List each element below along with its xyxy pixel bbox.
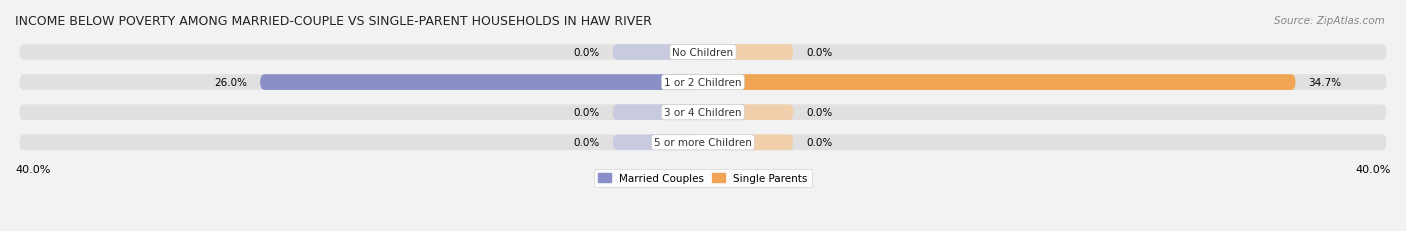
FancyBboxPatch shape <box>260 75 703 91</box>
FancyBboxPatch shape <box>260 75 703 91</box>
FancyBboxPatch shape <box>613 105 703 121</box>
Text: 34.7%: 34.7% <box>1309 78 1341 88</box>
Text: No Children: No Children <box>672 48 734 58</box>
FancyBboxPatch shape <box>703 135 793 150</box>
Text: 0.0%: 0.0% <box>806 48 832 58</box>
FancyBboxPatch shape <box>703 75 1295 91</box>
Text: 0.0%: 0.0% <box>574 138 600 148</box>
Text: 5 or more Children: 5 or more Children <box>654 138 752 148</box>
Legend: Married Couples, Single Parents: Married Couples, Single Parents <box>595 169 811 187</box>
Text: 3 or 4 Children: 3 or 4 Children <box>664 108 742 118</box>
Text: 40.0%: 40.0% <box>1355 164 1391 174</box>
FancyBboxPatch shape <box>703 105 793 121</box>
FancyBboxPatch shape <box>703 75 1295 91</box>
Text: 0.0%: 0.0% <box>574 108 600 118</box>
FancyBboxPatch shape <box>703 45 793 61</box>
FancyBboxPatch shape <box>613 135 703 150</box>
FancyBboxPatch shape <box>613 45 703 61</box>
FancyBboxPatch shape <box>20 135 1386 150</box>
FancyBboxPatch shape <box>20 75 1386 91</box>
FancyBboxPatch shape <box>20 45 1386 61</box>
Text: 26.0%: 26.0% <box>214 78 247 88</box>
Text: 1 or 2 Children: 1 or 2 Children <box>664 78 742 88</box>
Text: 0.0%: 0.0% <box>574 48 600 58</box>
Text: INCOME BELOW POVERTY AMONG MARRIED-COUPLE VS SINGLE-PARENT HOUSEHOLDS IN HAW RIV: INCOME BELOW POVERTY AMONG MARRIED-COUPL… <box>15 15 652 28</box>
Text: 0.0%: 0.0% <box>806 108 832 118</box>
Text: 40.0%: 40.0% <box>15 164 51 174</box>
Text: 0.0%: 0.0% <box>806 138 832 148</box>
Text: Source: ZipAtlas.com: Source: ZipAtlas.com <box>1274 16 1385 26</box>
FancyBboxPatch shape <box>20 105 1386 121</box>
